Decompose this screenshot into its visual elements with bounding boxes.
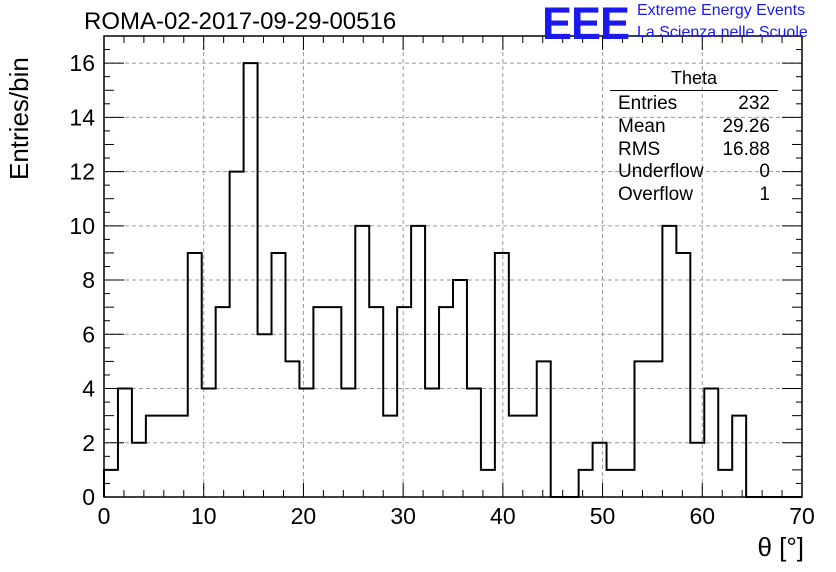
histogram-bin xyxy=(216,307,230,497)
histogram-bin xyxy=(285,361,299,497)
histogram-bin xyxy=(299,389,313,497)
histogram-bin xyxy=(481,470,495,497)
stats-label: Underflow xyxy=(618,161,704,183)
histogram-bin xyxy=(397,307,411,497)
x-tick-label: 0 xyxy=(98,503,111,529)
histogram-bin xyxy=(202,389,216,497)
stats-title: Theta xyxy=(610,68,778,91)
brand-tagline: La Scienza nelle Scuole xyxy=(637,24,808,41)
x-tick-label: 60 xyxy=(689,503,715,529)
stats-row-rms: RMS 16.88 xyxy=(610,139,778,162)
histogram-bin xyxy=(160,416,174,497)
y-tick-label: 14 xyxy=(69,104,95,130)
histogram-bin xyxy=(132,443,146,497)
histogram-bin xyxy=(118,389,132,497)
y-axis-label: Entries/bin xyxy=(4,57,34,180)
stats-label: RMS xyxy=(618,138,661,160)
histogram-bin xyxy=(495,253,509,497)
histogram-bin xyxy=(146,416,160,497)
histogram-bin xyxy=(425,389,439,497)
y-tick-label: 12 xyxy=(69,159,95,185)
histogram-bin xyxy=(411,226,425,497)
histogram-bin xyxy=(258,334,272,497)
histogram-bin xyxy=(272,253,286,497)
stats-value: 0 xyxy=(759,161,770,183)
histogram-bin xyxy=(662,226,676,497)
histogram-bin xyxy=(634,361,648,497)
y-tick-label: 16 xyxy=(69,50,95,76)
histogram-bin xyxy=(439,307,453,497)
histogram-bin xyxy=(621,470,635,497)
axis-ticks xyxy=(103,36,803,498)
histogram-bin xyxy=(509,416,523,497)
histogram-bin xyxy=(355,226,369,497)
x-tick-label: 30 xyxy=(390,503,416,529)
stats-row-entries: Entries 232 xyxy=(610,93,778,116)
stats-row-underflow: Underflow 0 xyxy=(610,161,778,184)
x-tick-label: 50 xyxy=(590,503,616,529)
histogram-bin xyxy=(369,307,383,497)
histogram-bin xyxy=(690,443,704,497)
histogram-bin xyxy=(523,416,537,497)
plot-frame xyxy=(103,35,803,498)
x-tick-label: 20 xyxy=(291,503,317,529)
stats-row-mean: Mean 29.26 xyxy=(610,116,778,139)
histogram-bin xyxy=(676,253,690,497)
histogram-bin xyxy=(327,307,341,497)
x-tick-label: 40 xyxy=(490,503,516,529)
stats-label: Mean xyxy=(618,115,666,137)
x-tick-label: 10 xyxy=(191,503,217,529)
histogram-bin xyxy=(244,63,258,497)
histogram-outline xyxy=(103,62,802,498)
histogram-bin xyxy=(579,470,593,497)
x-axis-label: θ [°] xyxy=(757,532,804,562)
stats-row-overflow: Overflow 1 xyxy=(610,184,778,207)
y-tick-label: 10 xyxy=(69,213,95,239)
y-tick-label: 2 xyxy=(82,430,95,456)
histogram-bin xyxy=(104,470,118,497)
y-tick-label: 4 xyxy=(82,376,95,402)
histogram-bin xyxy=(230,172,244,497)
page-title: ROMA-02-2017-09-29-00516 xyxy=(84,8,397,35)
histogram-bin xyxy=(467,389,481,497)
histogram-bin xyxy=(383,416,397,497)
histogram-bin xyxy=(704,389,718,497)
histogram-bin xyxy=(593,443,607,497)
y-tick-label: 0 xyxy=(82,484,95,510)
eee-logo: EEE xyxy=(542,0,630,49)
stats-value: 232 xyxy=(738,93,770,114)
histogram-bin xyxy=(341,389,355,497)
stats-box: Theta Entries 232 Mean 29.26 RMS 16.88 U… xyxy=(610,68,778,207)
stats-label: Overflow xyxy=(618,184,693,206)
histogram-bin xyxy=(188,253,202,497)
stats-value: 16.88 xyxy=(722,138,770,160)
histogram-bin xyxy=(313,307,327,497)
histogram-bin xyxy=(718,470,732,497)
histogram-bin xyxy=(453,280,467,497)
histogram-bin xyxy=(607,470,621,497)
y-tick-label: 6 xyxy=(82,321,95,347)
x-tick-label: 70 xyxy=(789,503,815,529)
stats-label: Entries xyxy=(618,93,678,114)
grid-lines xyxy=(104,36,802,497)
histogram-bin xyxy=(174,416,188,497)
y-tick-label: 8 xyxy=(82,267,95,293)
histogram-bin xyxy=(648,361,662,497)
stats-value: 1 xyxy=(759,184,770,206)
histogram-bin xyxy=(537,361,551,497)
histogram-bin xyxy=(732,416,746,497)
stats-value: 29.26 xyxy=(722,115,770,137)
brand-name: Extreme Energy Events xyxy=(637,2,806,19)
